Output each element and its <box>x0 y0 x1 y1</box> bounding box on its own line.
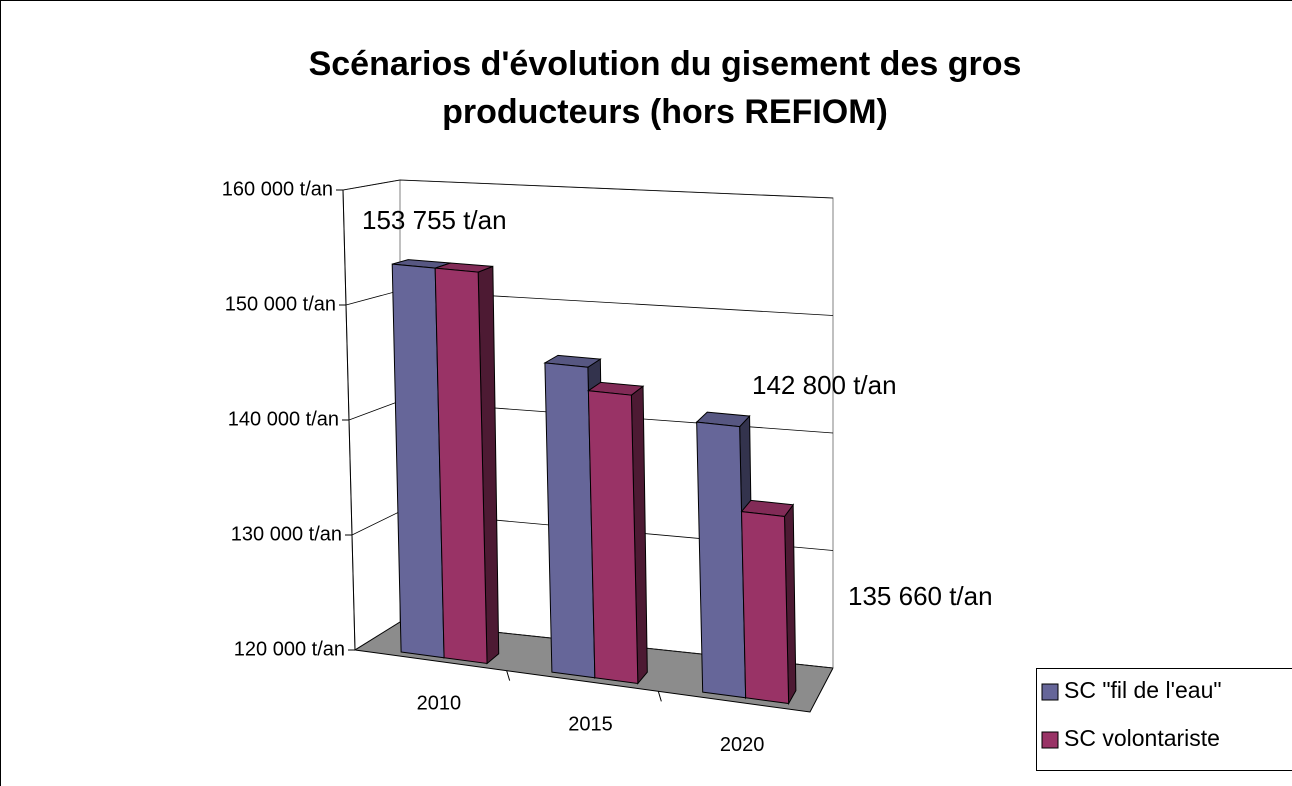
legend-swatch <box>1041 683 1059 701</box>
bar <box>587 390 639 685</box>
bar <box>434 267 488 665</box>
bar <box>544 362 596 679</box>
data-label: 135 660 t/an <box>848 581 993 611</box>
x-tick-label: 2010 <box>417 693 462 715</box>
chart-title: Scénarios d'évolution du gisement des gr… <box>308 45 1022 131</box>
data-label: 153 755 t/an <box>362 205 507 235</box>
y-tick-label: 160 000 t/an <box>222 178 333 200</box>
x-tick-label: 2015 <box>568 713 613 735</box>
x-tick <box>657 691 662 702</box>
bar <box>696 421 747 699</box>
grid-line <box>342 179 834 199</box>
x-tick-label: 2020 <box>720 734 765 756</box>
x-tick <box>506 670 511 681</box>
y-axis <box>342 189 356 651</box>
legend <box>1036 668 1292 771</box>
legend-label: SC volontariste <box>1064 725 1220 751</box>
legend-swatch <box>1041 731 1059 749</box>
y-tick-label: 130 000 t/an <box>231 523 342 545</box>
legend-label: SC "fil de l'eau" <box>1064 677 1222 703</box>
y-tick-label: 120 000 t/an <box>234 638 345 660</box>
data-label: 142 800 t/an <box>752 370 897 400</box>
y-tick-label: 140 000 t/an <box>228 408 339 430</box>
y-tick-label: 150 000 t/an <box>225 293 336 315</box>
side-wall <box>342 179 401 651</box>
bar <box>741 511 790 705</box>
